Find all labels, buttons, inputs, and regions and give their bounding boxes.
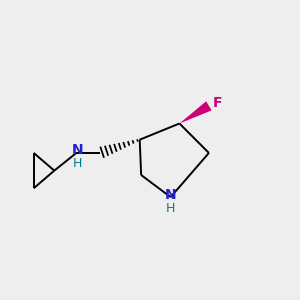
Polygon shape	[179, 101, 212, 124]
Text: N: N	[72, 143, 84, 157]
Text: F: F	[212, 97, 222, 110]
Text: H: H	[165, 202, 175, 215]
Text: H: H	[73, 157, 83, 170]
Text: N: N	[165, 188, 176, 202]
